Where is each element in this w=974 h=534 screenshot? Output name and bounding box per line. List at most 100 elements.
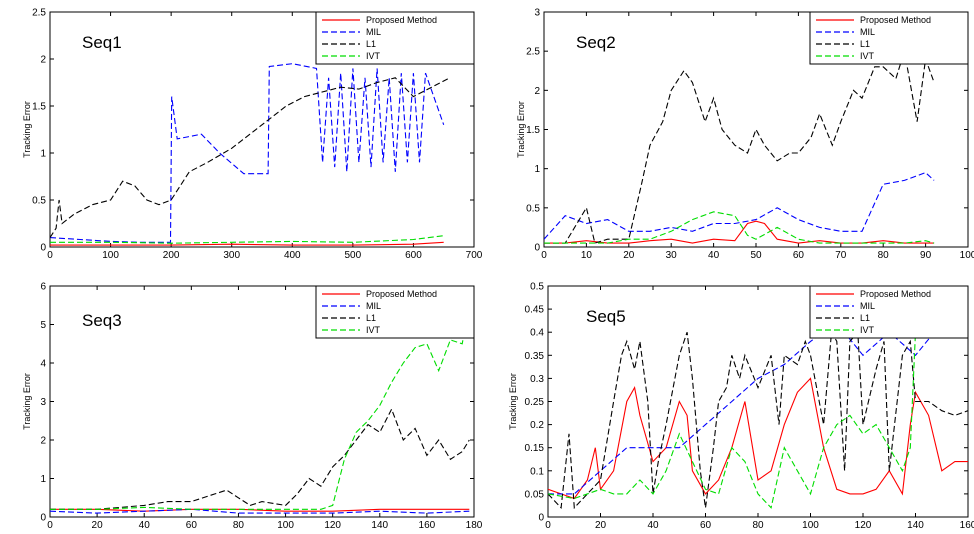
- x-tick-label: 100: [277, 520, 294, 531]
- legend-box: [809, 11, 969, 65]
- y-axis-label: Tracking Error: [22, 101, 32, 158]
- y-tick-label: 0.3: [530, 374, 544, 385]
- x-tick-label: 300: [223, 250, 240, 261]
- y-axis-label: Tracking Error: [516, 101, 526, 158]
- y-tick-label: 0.45: [525, 305, 545, 316]
- y-tick-label: 0.5: [32, 196, 46, 207]
- x-tick-label: 40: [708, 250, 720, 261]
- series-line-proposed-method: [50, 508, 470, 512]
- chart-title: Seq1: [82, 33, 122, 52]
- y-axis-label: Tracking Error: [508, 373, 518, 430]
- y-tick-label: 1.5: [32, 102, 46, 113]
- legend-entry: Proposed Method: [366, 289, 437, 299]
- x-tick-label: 40: [647, 520, 659, 531]
- x-tick-label: 100: [960, 250, 974, 261]
- chart-title: Seq5: [586, 307, 626, 326]
- chart-panel-4: 0 20 40 60 80 100 120 140 160 0 0.05 0.1 0.15 0.2 0.25…: [508, 282, 974, 532]
- x-tick-label: 80: [233, 520, 245, 531]
- plot-area: [49, 11, 475, 248]
- series-line-l1: [50, 407, 470, 510]
- series-line-ivt: [548, 299, 968, 509]
- x-tick-label: 100: [802, 520, 819, 531]
- x-tick-label: 120: [855, 520, 872, 531]
- x-tick-label: 0: [47, 250, 53, 261]
- legend: Proposed Method MIL L1 IVT: [315, 11, 475, 65]
- series-line-l1: [50, 77, 451, 238]
- series-line-ivt: [50, 305, 470, 510]
- series-line-mil: [548, 308, 968, 495]
- chart-title: Seq2: [576, 33, 616, 52]
- series-line-proposed-method: [544, 220, 935, 244]
- y-tick-label: 2.5: [526, 47, 540, 58]
- x-tick-label: 0: [47, 520, 53, 531]
- x-tick-label: 10: [581, 250, 593, 261]
- legend-entry: IVT: [860, 325, 875, 335]
- y-tick-label: 1: [40, 149, 46, 160]
- x-tick-label: 120: [324, 520, 341, 531]
- y-tick-label: 0.1: [530, 466, 544, 477]
- x-tick-label: 400: [284, 250, 301, 261]
- x-tick-label: 160: [419, 520, 436, 531]
- legend-entry: IVT: [860, 51, 875, 61]
- y-tick-label: 0.15: [525, 443, 545, 454]
- x-tick-label: 0: [541, 250, 547, 261]
- series-line-mil: [544, 171, 935, 240]
- y-tick-label: 0.5: [526, 203, 540, 214]
- x-tick-label: 600: [405, 250, 422, 261]
- x-tick-label: 20: [92, 520, 104, 531]
- x-tick-label: 50: [750, 250, 762, 261]
- y-tick-label: 6: [40, 282, 46, 293]
- legend-entry: L1: [366, 313, 376, 323]
- series-line-mil: [50, 63, 445, 243]
- legend-entry: Proposed Method: [860, 15, 931, 25]
- y-tick-label: 0: [534, 243, 540, 254]
- y-tick-label: 0: [538, 513, 544, 524]
- series-line-l1: [548, 330, 968, 510]
- y-tick-label: 0.4: [530, 328, 544, 339]
- y-tick-label: 2: [534, 86, 540, 97]
- x-tick-label: 60: [700, 520, 712, 531]
- legend-entry: MIL: [366, 301, 381, 311]
- legend-entry: L1: [366, 39, 376, 49]
- chart-panel-1: 0 100 200 300 400 500 600 700 0 0.5 1 1.5 2 2.5 Tracki…: [22, 8, 483, 262]
- x-tick-label: 0: [545, 520, 551, 531]
- y-axis-label: Tracking Error: [22, 373, 32, 430]
- legend-entry: Proposed Method: [860, 289, 931, 299]
- legend-entry: IVT: [366, 51, 381, 61]
- y-tick-label: 0.5: [530, 282, 544, 293]
- legend-entry: MIL: [860, 27, 875, 37]
- y-tick-label: 2: [40, 436, 46, 447]
- x-tick-label: 180: [466, 520, 483, 531]
- legend: Proposed Method MIL L1 IVT: [809, 11, 969, 65]
- x-tick-label: 700: [466, 250, 483, 261]
- y-tick-label: 0: [40, 513, 46, 524]
- x-tick-label: 30: [666, 250, 678, 261]
- chart-title: Seq3: [82, 311, 122, 330]
- legend-entry: MIL: [366, 27, 381, 37]
- y-tick-label: 3: [534, 8, 540, 19]
- x-tick-label: 70: [835, 250, 847, 261]
- y-tick-label: 4: [40, 359, 46, 370]
- series-line-ivt: [544, 211, 935, 244]
- y-tick-label: 0.2: [530, 420, 544, 431]
- x-tick-label: 160: [960, 520, 974, 531]
- legend-entry: IVT: [366, 325, 381, 335]
- y-tick-label: 2.5: [32, 8, 46, 19]
- y-tick-label: 0.35: [525, 351, 545, 362]
- series-line-proposed-method: [548, 377, 968, 500]
- x-tick-label: 90: [920, 250, 932, 261]
- series-line-l1: [544, 51, 935, 244]
- chart-panel-3: 0 20 40 60 80 100 120 140 160 180 0 1 2 3 4 5 6 Tracking …: [22, 282, 483, 532]
- series-line-proposed-method: [50, 241, 444, 246]
- legend-entry: L1: [860, 313, 870, 323]
- x-tick-label: 80: [878, 250, 890, 261]
- legend-entry: Proposed Method: [366, 15, 437, 25]
- y-tick-label: 1: [40, 474, 46, 485]
- x-tick-label: 140: [371, 520, 388, 531]
- legend-box: [315, 285, 475, 339]
- x-tick-label: 60: [186, 520, 198, 531]
- chart-panel-2: 0 10 20 30 40 50 60 70 80 90 100 0 0.5 1 1.5 2 2.5 3 Track…: [516, 8, 974, 262]
- y-tick-label: 1.5: [526, 125, 540, 136]
- x-tick-label: 20: [623, 250, 635, 261]
